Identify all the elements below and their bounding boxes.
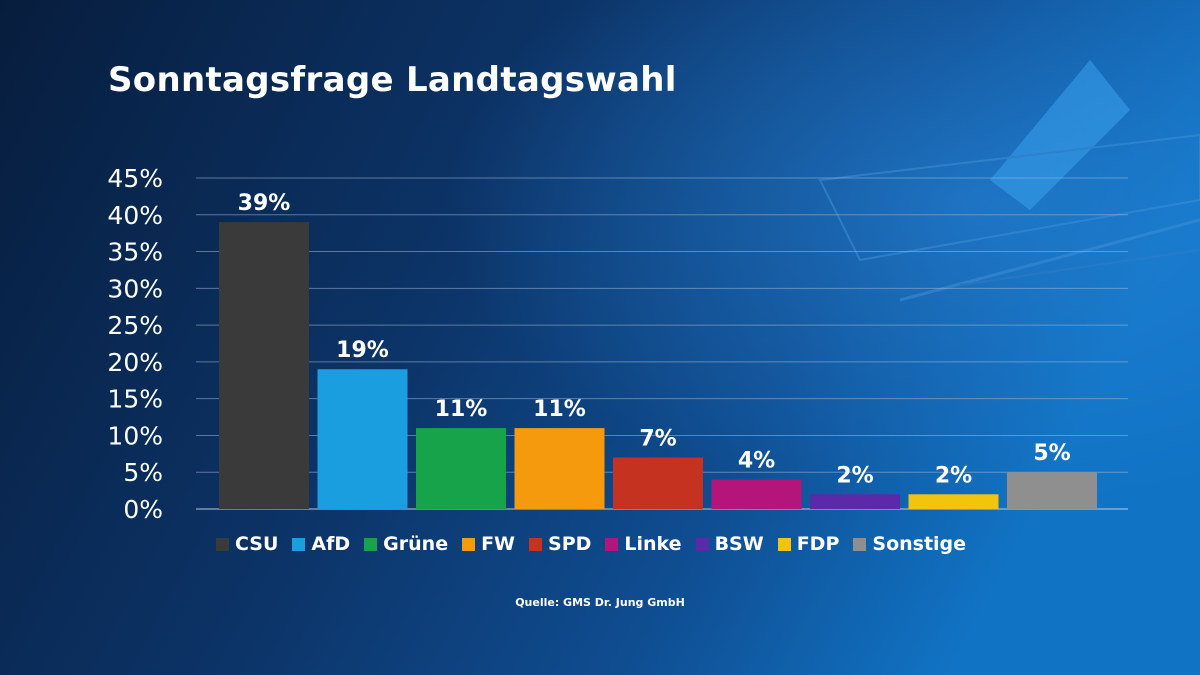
bar-afd — [317, 369, 408, 509]
data-label: 11% — [435, 397, 488, 422]
bar-csu — [219, 222, 309, 509]
bar-grüne — [416, 428, 506, 509]
legend-swatch — [777, 537, 791, 551]
data-label: 4% — [738, 449, 775, 474]
legend-label: AfD — [311, 533, 351, 555]
legend-swatch — [216, 537, 229, 551]
bar-fdp — [908, 494, 999, 509]
y-tick-label: 45% — [107, 164, 163, 193]
page-title: Sonntagsfrage Landtagswahl — [108, 60, 677, 100]
legend-swatch — [605, 537, 619, 551]
y-tick-label: 30% — [107, 274, 163, 303]
y-tick-label: 35% — [107, 238, 163, 267]
source-note: Quelle: GMS Dr. Jung GmbH — [515, 596, 685, 609]
y-tick-label: 10% — [107, 421, 163, 450]
data-label: 2% — [836, 463, 873, 488]
bars — [219, 222, 1097, 509]
data-label: 5% — [1033, 441, 1070, 466]
legend-label: Linke — [624, 533, 682, 555]
legend-label: Grüne — [383, 533, 449, 555]
bar-bsw — [810, 494, 900, 509]
y-tick-label: 0% — [123, 495, 163, 524]
legend-item: Grüne — [364, 533, 448, 555]
legend-item: Sonstige — [853, 533, 966, 555]
legend-swatch — [853, 537, 867, 551]
data-label: 7% — [639, 427, 676, 452]
legend-item: FW — [462, 533, 515, 555]
legend-item: SPD — [529, 533, 591, 555]
legend-swatch — [529, 537, 543, 551]
y-axis: 0% 5% 10% 15% 20% 25% 30% 35% 40% 45% — [107, 164, 163, 524]
bar-sonstige — [1007, 472, 1097, 509]
bar-linke — [711, 479, 802, 509]
ballot-box-graphic — [818, 60, 1200, 302]
legend-label: Sonstige — [872, 533, 967, 555]
data-labels: 39% 19% 11% 11% 7% 4% 2% 2% 5% — [238, 191, 1071, 488]
legend-item: Linke — [605, 533, 682, 555]
data-label: 39% — [238, 191, 291, 216]
legend-swatch — [292, 537, 306, 551]
legend-item: FDP — [777, 533, 840, 555]
y-tick-label: 40% — [107, 201, 163, 230]
legend: CSU AfD Grüne FW SPD Linke BSW FDP Sonstige — [216, 533, 966, 555]
legend-label: BSW — [714, 533, 764, 555]
y-tick-label: 15% — [107, 385, 163, 414]
legend-item: AfD — [292, 533, 350, 555]
legend-label: FDP — [796, 533, 840, 555]
bar-spd — [613, 457, 703, 509]
legend-label: SPD — [548, 533, 592, 555]
legend-label: FW — [481, 533, 516, 555]
legend-item: CSU — [216, 533, 278, 555]
legend-swatch — [695, 537, 709, 551]
legend-swatch — [364, 537, 378, 551]
y-tick-label: 20% — [107, 348, 163, 377]
bar-fw — [514, 428, 605, 509]
data-label: 2% — [935, 463, 972, 488]
y-tick-label: 25% — [107, 311, 163, 340]
legend-label: CSU — [235, 533, 279, 555]
legend-item: BSW — [695, 533, 764, 555]
data-label: 11% — [533, 397, 586, 422]
data-label: 19% — [336, 338, 389, 363]
y-tick-label: 5% — [123, 458, 163, 487]
legend-swatch — [462, 537, 476, 551]
